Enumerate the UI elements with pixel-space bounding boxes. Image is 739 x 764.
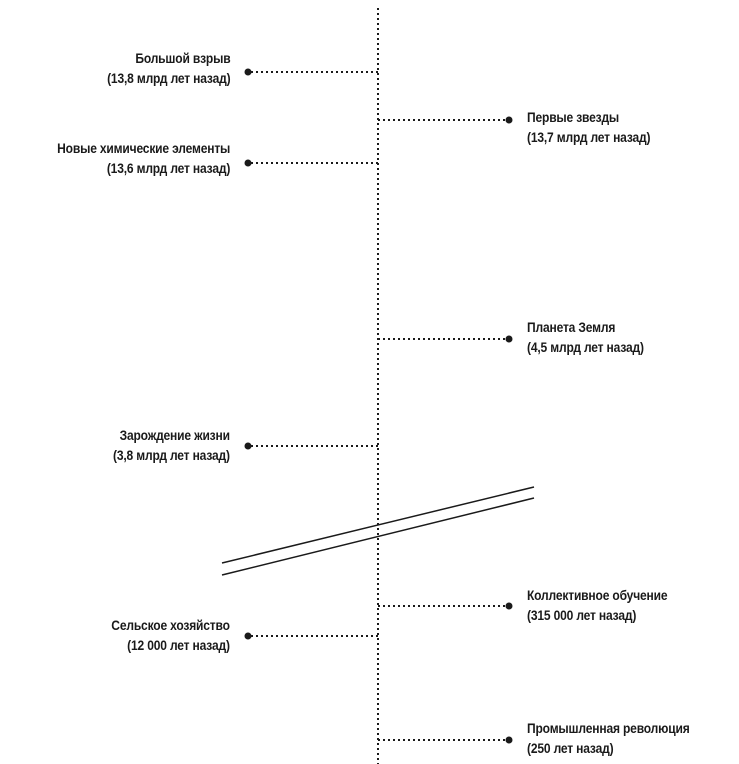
event-title: Сельское хозяйство	[111, 617, 230, 633]
event-marker-dot-4	[244, 442, 252, 450]
event-new-elements: Новые химические элементы (13,6 млрд лет…	[57, 138, 230, 178]
event-date: (4,5 млрд лет назад)	[527, 339, 644, 355]
event-marker-dot-7	[505, 736, 513, 744]
event-marker-dot-0	[244, 68, 252, 76]
scale-break-line-upper	[221, 486, 535, 564]
event-date: (13,8 млрд лет назад)	[106, 70, 231, 86]
event-title: Коллективное обучение	[527, 587, 668, 603]
event-date: (13,7 млрд лет назад)	[527, 129, 651, 145]
event-marker-dot-5	[505, 602, 513, 610]
event-title: Новые химические элементы	[56, 140, 230, 156]
event-date: (3,8 млрд лет назад)	[113, 447, 230, 463]
event-date: (315 000 лет назад)	[527, 607, 637, 623]
event-origin-of-life: Зарождение жизни (3,8 млрд лет назад)	[113, 425, 230, 465]
event-marker-dot-6	[244, 632, 252, 640]
event-date: (250 лет назад)	[527, 740, 614, 756]
event-marker-dot-2	[244, 159, 252, 167]
event-connectors	[244, 68, 513, 744]
event-date: (12 000 лет назад)	[127, 637, 230, 653]
event-planet-earth: Планета Земля (4,5 млрд лет назад)	[527, 317, 644, 357]
event-big-bang: Большой взрыв (13,8 млрд лет назад)	[106, 48, 231, 88]
event-marker-dot-3	[505, 335, 513, 343]
event-title: Зарождение жизни	[119, 427, 230, 443]
event-agriculture: Сельское хозяйство (12 000 лет назад)	[111, 615, 230, 655]
event-date: (13,6 млрд лет назад)	[106, 160, 231, 176]
event-title: Промышленная революция	[527, 720, 690, 736]
event-title: Планета Земля	[527, 319, 616, 335]
event-industrial-revolution: Промышленная революция (250 лет назад)	[527, 718, 690, 758]
event-marker-dot-1	[505, 116, 513, 124]
scale-break-line-lower	[221, 497, 535, 576]
event-collective-learning: Коллективное обучение (315 000 лет назад…	[527, 585, 668, 625]
event-title: Первые звезды	[527, 109, 620, 125]
event-first-stars: Первые звезды (13,7 млрд лет назад)	[527, 107, 651, 147]
event-title: Большой взрыв	[134, 50, 230, 66]
